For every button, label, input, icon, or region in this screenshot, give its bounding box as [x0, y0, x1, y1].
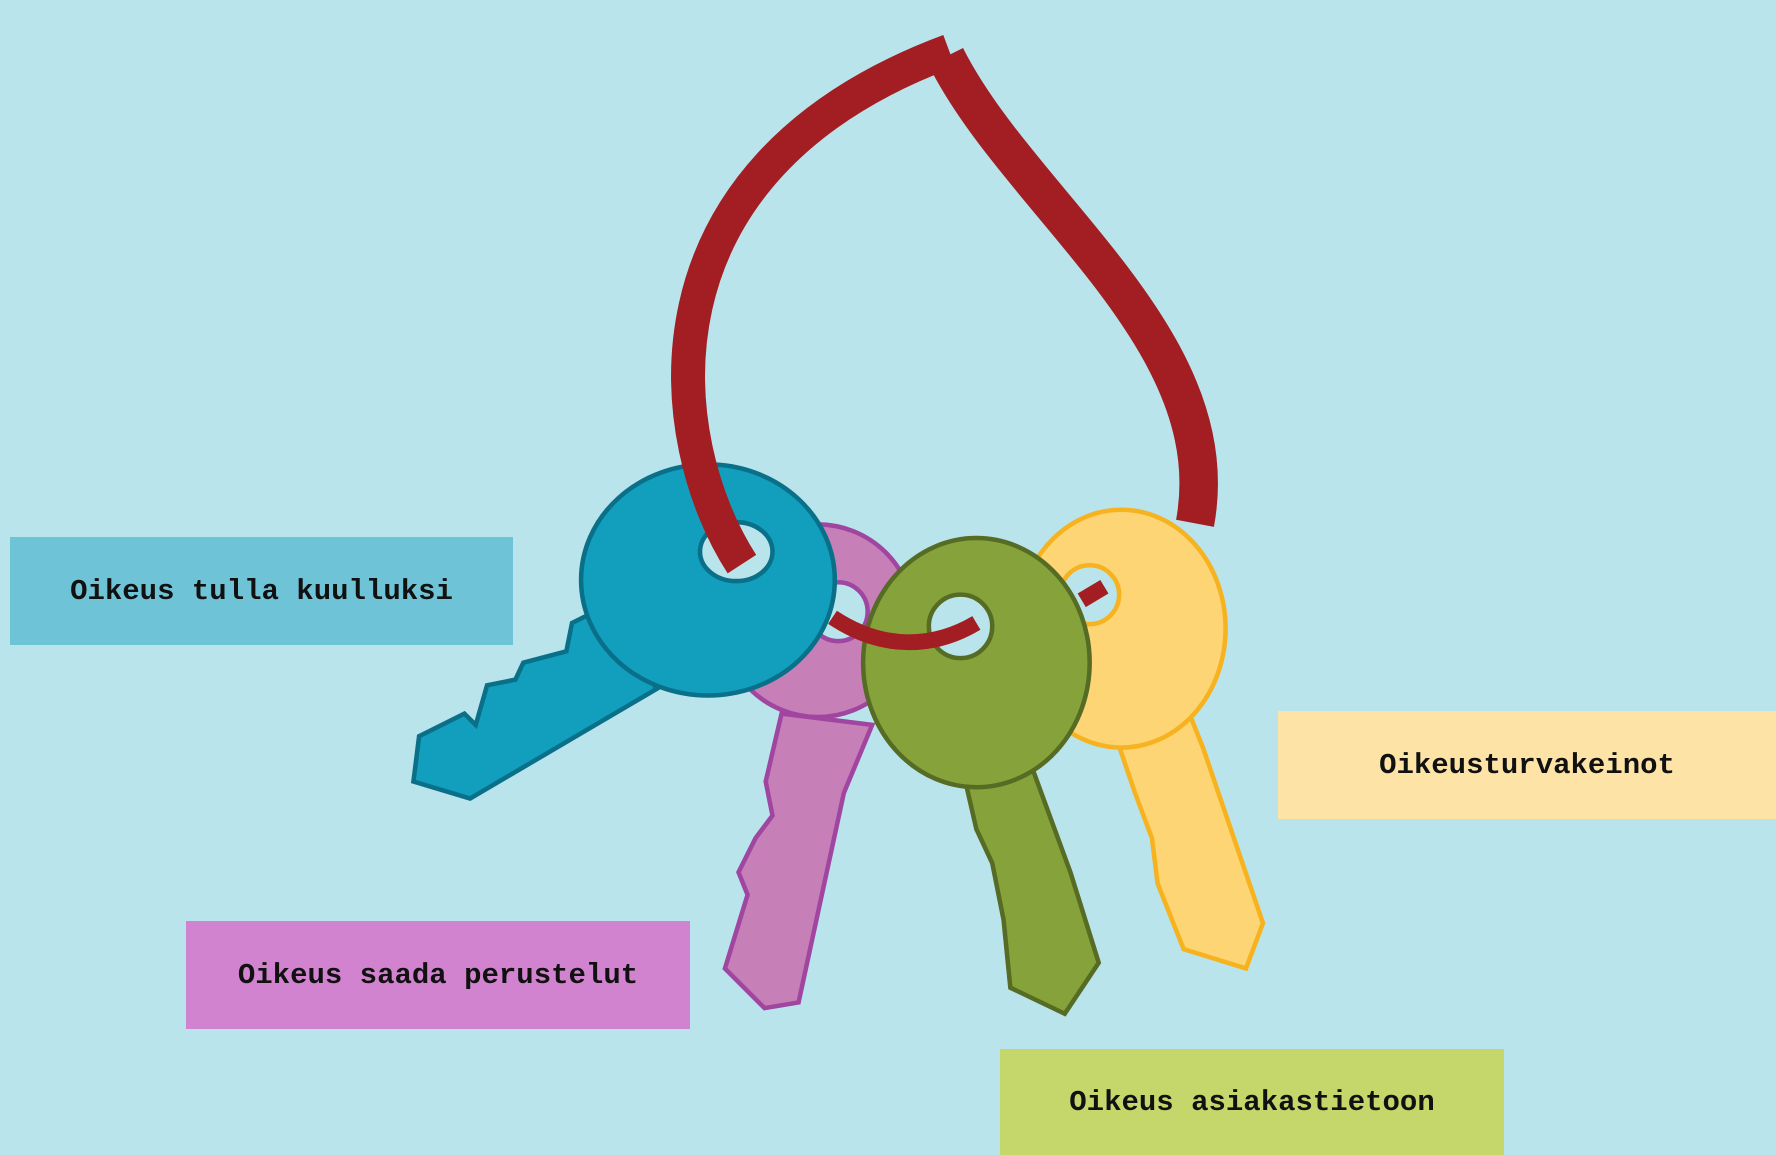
label-button[interactable]: Oikeus tulla kuulluksi — [10, 537, 513, 645]
label-button[interactable]: Oikeus asiakastietoon — [1000, 1049, 1504, 1155]
green-key — [863, 538, 1099, 1014]
label-button[interactable]: Oikeusturvakeinot — [1278, 711, 1776, 819]
label-button[interactable]: Oikeus saada perustelut — [186, 921, 690, 1029]
page: Oikeus tulla kuulluksi Oikeus saada peru… — [0, 0, 1776, 1155]
